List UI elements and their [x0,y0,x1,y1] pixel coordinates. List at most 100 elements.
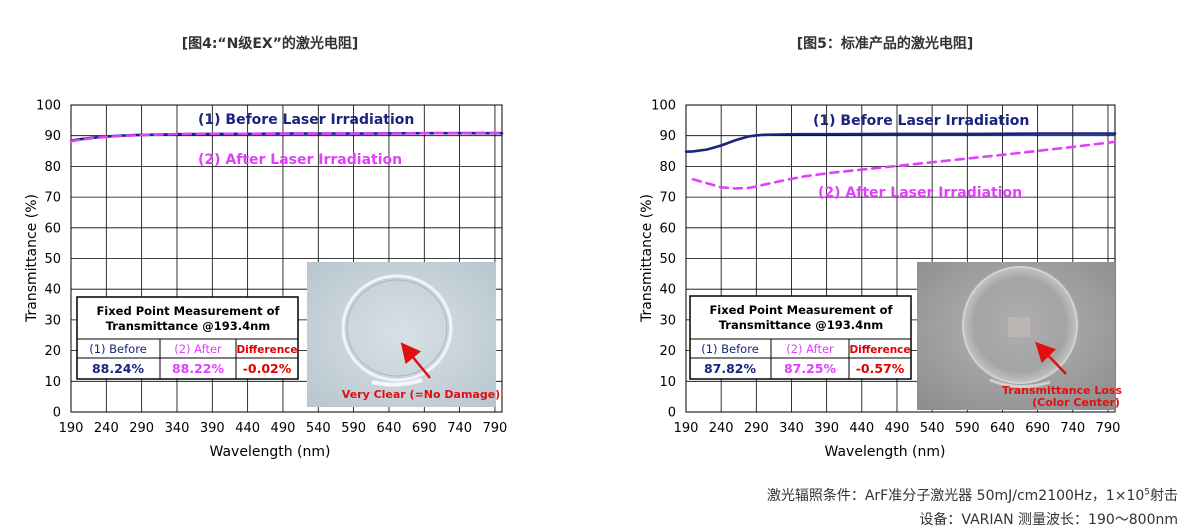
y-axis-label: Transmittance (%) [639,194,655,323]
equipment-note: 设备：VARIAN 测量波长：190〜800nm [919,512,1178,528]
legend-before-label: (1) Before Laser Irradiation [198,112,414,128]
y-tick-label: 90 [44,129,61,144]
table-value-after: 87.25% [784,361,837,376]
x-tick-label: 290 [744,421,769,436]
series-lines [684,132,1117,190]
chart-title: [图4:“N级EX”的激光电阻] [182,35,359,52]
x-tick-label: 240 [94,421,119,436]
x-tick-label: 740 [1060,421,1085,436]
photo-annotation-line2: (Color Center) [1032,396,1120,409]
x-tick-label: 640 [377,421,402,436]
table-title-line1: Fixed Point Measurement of [96,304,280,318]
x-tick-label: 490 [271,421,296,436]
y-tick-label: 60 [659,221,676,236]
chart-panel-standard-product: [图5：标准产品的激光电阻] 0 10 20 30 40 50 60 70 80 90 100 19… [639,35,1122,460]
y-tick-labels: 0 10 20 30 40 50 60 70 80 90 100 [651,99,676,421]
x-tick-label: 490 [885,421,910,436]
y-tick-label: 40 [659,283,676,298]
photo-annotation-line1: Transmittance Loss [1002,384,1122,397]
x-tick-label: 740 [447,421,472,436]
y-tick-label: 100 [36,99,61,114]
table-value-difference: -0.57% [856,361,905,376]
y-tick-label: 0 [668,406,676,421]
y-tick-label: 80 [44,160,61,175]
x-tick-label: 440 [235,421,260,436]
table-title-line1: Fixed Point Measurement of [709,303,893,317]
x-tick-label: 690 [1025,421,1050,436]
y-tick-label: 40 [44,283,61,298]
table-value-difference: -0.02% [243,361,292,376]
measurement-table: Fixed Point Measurement of Transmittance… [76,296,299,380]
footnote-line1-prefix: 激光辐照条件：ArF准分子激光器 50mJ/cm2100Hz，1×10 [766,488,1145,504]
x-tick-labels: 190 240 290 340 390 440 490 540 590 640 690 740 790 [674,421,1121,436]
x-tick-label: 790 [1096,421,1121,436]
x-tick-label: 190 [59,421,84,436]
x-tick-label: 340 [165,421,190,436]
x-axis-label: Wavelength (nm) [825,444,946,460]
x-tick-label: 540 [306,421,331,436]
footnote-line1-suffix: 射击 [1150,488,1178,504]
y-tick-label: 30 [44,313,61,328]
y-tick-label: 10 [659,375,676,390]
y-tick-label: 50 [659,252,676,267]
y-tick-label: 100 [651,99,676,114]
x-tick-label: 590 [955,421,980,436]
table-header-difference: Difference [849,344,910,356]
annotation-arrow [1035,341,1067,375]
table-header-before: (1) Before [89,342,147,356]
legend-before-label: (1) Before Laser Irradiation [813,113,1029,129]
x-tick-label: 790 [483,421,508,436]
sample-photo: Very Clear (=No Damage) [307,262,500,407]
x-tick-label: 590 [341,421,366,436]
y-tick-label: 20 [44,344,61,359]
x-axis-label: Wavelength (nm) [210,444,331,460]
y-tick-label: 0 [53,406,61,421]
x-tick-label: 690 [412,421,437,436]
x-tick-labels: 190 240 290 340 390 440 490 540 590 640 690 740 790 [59,421,508,436]
y-tick-label: 70 [44,191,61,206]
y-axis-label: Transmittance (%) [24,194,40,323]
x-tick-label: 540 [920,421,945,436]
measurement-table: Fixed Point Measurement of Transmittance… [689,295,912,380]
table-value-before: 87.82% [704,361,757,376]
series-line-before [684,132,1117,153]
x-tick-label: 290 [129,421,154,436]
series-line-after [691,140,1117,190]
y-tick-label: 30 [659,313,676,328]
photo-annotation: Very Clear (=No Damage) [342,388,500,401]
footnote-exponent: 5 [1144,487,1150,498]
table-header-after: (2) After [786,342,834,356]
y-tick-label: 70 [659,191,676,206]
y-tick-label: 20 [659,344,676,359]
x-tick-label: 440 [849,421,874,436]
table-header-after: (2) After [174,342,222,356]
x-tick-label: 340 [779,421,804,436]
legend-after-label: (2) After Laser Irradiation [198,152,402,168]
table-value-before: 88.24% [92,361,145,376]
table-value-after: 88.22% [172,361,225,376]
chart-panel-n-grade-ex: [图4:“N级EX”的激光电阻] 0102030405060708090100 … [24,35,507,460]
chart-title: [图5：标准产品的激光电阻] [797,35,974,52]
table-title-line2: Transmittance @193.4nm [106,319,271,333]
x-tick-label: 390 [814,421,839,436]
x-tick-label: 240 [709,421,734,436]
sample-photo: Transmittance Loss (Color Center) [917,262,1122,410]
y-tick-labels: 0 10 20 30 40 50 60 70 80 90 100 [36,99,61,421]
y-tick-label: 50 [44,252,61,267]
annotation-arrow [400,342,431,379]
x-tick-label: 640 [990,421,1015,436]
table-header-before: (1) Before [701,342,759,356]
legend-after-label: (2) After Laser Irradiation [818,185,1022,201]
irradiation-conditions-note: 激光辐照条件：ArF准分子激光器 50mJ/cm2100Hz，1×105射击 [767,485,1178,505]
x-tick-label: 390 [200,421,225,436]
x-tick-label: 190 [674,421,699,436]
series-lines [69,131,504,143]
table-title-line2: Transmittance @193.4nm [719,318,884,332]
y-tick-label: 80 [659,160,676,175]
y-tick-label: 90 [659,129,676,144]
y-tick-label: 10 [44,375,61,390]
series-line-after [69,131,504,143]
table-header-difference: Difference [236,344,297,356]
y-tick-label: 60 [44,221,61,236]
